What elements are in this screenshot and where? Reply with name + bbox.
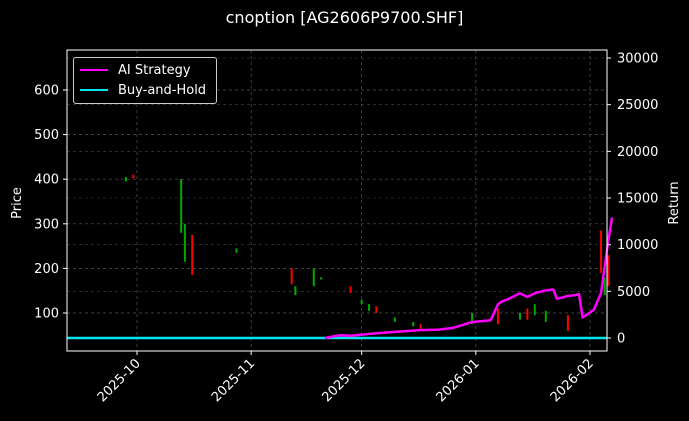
left-axis-label: Price: [10, 187, 25, 219]
svg-text:400: 400: [34, 173, 59, 188]
svg-text:25000: 25000: [617, 98, 658, 113]
x-axis: 2025-10 2025-11 2025-12 2026-01 2026-02: [95, 351, 597, 405]
svg-text:2026-02: 2026-02: [548, 356, 597, 405]
legend: AI Strategy Buy-and-Hold: [73, 57, 217, 104]
svg-text:600: 600: [34, 84, 59, 99]
legend-swatch-magenta: [80, 68, 108, 72]
chart-title: cnoption [AG2606P9700.SHF]: [225, 8, 464, 27]
legend-swatch-cyan: [80, 88, 108, 92]
svg-text:500: 500: [34, 128, 59, 143]
svg-text:100: 100: [34, 307, 59, 322]
svg-text:20000: 20000: [617, 145, 658, 160]
legend-item-ai-strategy: AI Strategy: [80, 61, 191, 79]
svg-text:200: 200: [34, 262, 59, 277]
svg-text:10000: 10000: [617, 238, 658, 253]
legend-label: AI Strategy: [118, 62, 191, 78]
svg-text:300: 300: [34, 217, 59, 232]
ai-strategy-line: [324, 217, 614, 340]
svg-text:0: 0: [617, 332, 625, 347]
svg-text:2025-11: 2025-11: [209, 356, 258, 405]
left-y-axis: 100 200 300 400 500 600: [34, 84, 67, 322]
svg-text:15000: 15000: [617, 192, 658, 207]
svg-text:2026-01: 2026-01: [434, 356, 483, 405]
candlesticks: [124, 174, 610, 331]
legend-item-buy-and-hold: Buy-and-Hold: [80, 81, 206, 99]
plot-frame: [66, 49, 608, 352]
svg-text:2025-10: 2025-10: [95, 356, 144, 405]
svg-text:2025-12: 2025-12: [319, 356, 368, 405]
right-y-axis: 0 5000 10000 15000 20000 25000 30000: [607, 52, 658, 347]
legend-label: Buy-and-Hold: [118, 82, 207, 98]
svg-text:30000: 30000: [617, 52, 658, 67]
right-axis-label: Return: [667, 181, 682, 224]
svg-text:5000: 5000: [617, 285, 650, 300]
